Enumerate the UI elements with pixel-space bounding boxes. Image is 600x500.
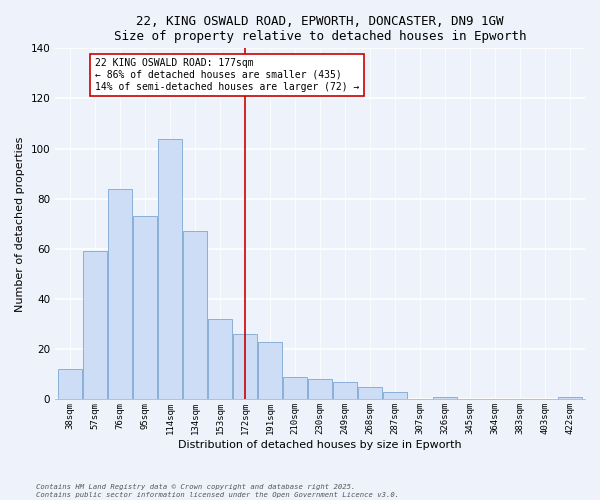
Bar [258,342,282,400]
Bar [558,397,582,400]
Bar [383,392,407,400]
Bar [158,138,182,400]
Text: 22 KING OSWALD ROAD: 177sqm
← 86% of detached houses are smaller (435)
14% of se: 22 KING OSWALD ROAD: 177sqm ← 86% of det… [95,58,359,92]
Title: 22, KING OSWALD ROAD, EPWORTH, DONCASTER, DN9 1GW
Size of property relative to d: 22, KING OSWALD ROAD, EPWORTH, DONCASTER… [114,15,526,43]
Bar [283,377,307,400]
Bar [333,382,357,400]
X-axis label: Distribution of detached houses by size in Epworth: Distribution of detached houses by size … [178,440,462,450]
Text: Contains HM Land Registry data © Crown copyright and database right 2025.
Contai: Contains HM Land Registry data © Crown c… [36,484,399,498]
Bar [233,334,257,400]
Bar [308,380,332,400]
Bar [183,232,207,400]
Bar [58,370,82,400]
Bar [358,387,382,400]
Bar [433,397,457,400]
Y-axis label: Number of detached properties: Number of detached properties [15,136,25,312]
Bar [83,252,107,400]
Bar [208,319,232,400]
Bar [133,216,157,400]
Bar [108,189,132,400]
